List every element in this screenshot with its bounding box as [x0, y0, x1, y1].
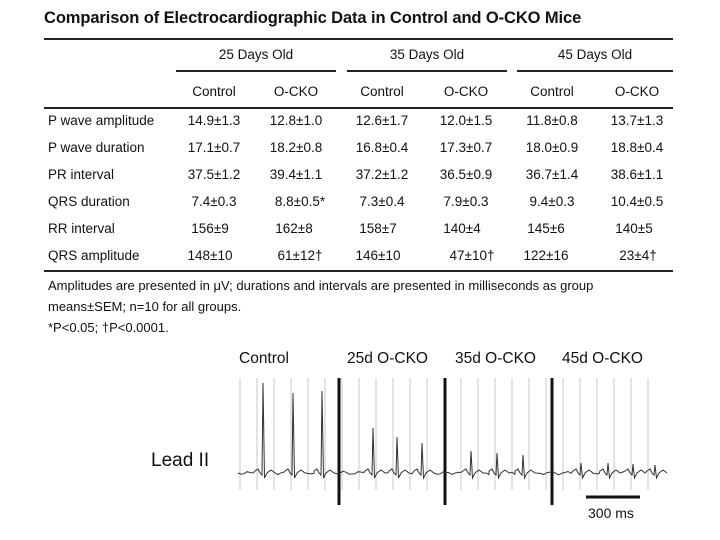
- table-cell: 146±10: [355, 248, 401, 263]
- table-cell: 14.9±1.3: [187, 113, 241, 128]
- scale-bar-label: 300 ms: [588, 505, 634, 521]
- table-cell: 18.0±0.9: [525, 140, 579, 155]
- table-cell: 61±12†: [277, 248, 323, 263]
- ecg-label-45d-ocko: 45d O-CKO: [562, 350, 643, 367]
- subheader-control-45: Control: [530, 84, 574, 99]
- footnote-line-2: means±SEM; n=10 for all groups.: [48, 299, 242, 314]
- table-cell: 156±9: [191, 221, 229, 236]
- table-cell: 8.8±0.5*: [274, 194, 326, 209]
- table-cell: 122±16: [523, 248, 569, 263]
- header-bottom-rule: [44, 107, 673, 109]
- table-cell: 38.6±1.1: [610, 167, 664, 182]
- ecg-label-control: Control: [239, 350, 289, 367]
- table-cell: 13.7±1.3: [610, 113, 664, 128]
- subheader-ocko-35: O-CKO: [443, 84, 489, 99]
- table-cell: 23±4†: [619, 248, 657, 263]
- table-cell: 140±4: [443, 221, 481, 236]
- subheader-ocko-25: O-CKO: [273, 84, 319, 99]
- lead-ii-label: Lead II: [151, 450, 210, 471]
- group-header-45-days: 45 Days Old: [557, 47, 633, 62]
- subheader-control-25: Control: [192, 84, 236, 99]
- subheader-control-35: Control: [360, 84, 404, 99]
- row-label-p-wave-amplitude: P wave amplitude: [48, 113, 155, 128]
- table-cell: 148±10: [187, 248, 233, 263]
- group-header-35-days: 35 Days Old: [389, 47, 465, 62]
- ecg-trace: [237, 382, 668, 480]
- table-cell: 17.1±0.7: [187, 140, 241, 155]
- table-bottom-rule: [44, 270, 673, 272]
- table-cell: 18.8±0.4: [610, 140, 664, 155]
- table-title: Comparison of Electrocardiographic Data …: [44, 9, 582, 27]
- row-label-p-wave-duration: P wave duration: [48, 140, 145, 155]
- footnote-line-3: *P<0.05; †P<0.0001.: [48, 320, 169, 335]
- group-rule-35: [347, 70, 507, 72]
- table-cell: 162±8: [275, 221, 313, 236]
- group-header-25-days: 25 Days Old: [218, 47, 294, 62]
- table-cell: 145±6: [527, 221, 565, 236]
- group-rule-25: [176, 70, 336, 72]
- table-cell: 140±5: [615, 221, 653, 236]
- table-cell: 10.4±0.5: [610, 194, 664, 209]
- row-label-pr-interval: PR interval: [48, 167, 115, 182]
- table-cell: 16.8±0.4: [355, 140, 409, 155]
- table-cell: 9.4±0.3: [529, 194, 575, 209]
- table-cell: 7.9±0.3: [443, 194, 489, 209]
- table-cell: 11.8±0.8: [526, 113, 578, 128]
- table-cell: 12.0±1.5: [439, 113, 493, 128]
- table-cell: 12.6±1.7: [355, 113, 409, 128]
- row-label-rr-interval: RR interval: [48, 221, 115, 236]
- row-label-qrs-duration: QRS duration: [48, 194, 130, 209]
- table-cell: 36.7±1.4: [525, 167, 579, 182]
- table-cell: 12.8±1.0: [269, 113, 323, 128]
- table-cell: 17.3±0.7: [439, 140, 493, 155]
- table-cell: 158±7: [359, 221, 397, 236]
- table-cell: 47±10†: [449, 248, 495, 263]
- table-cell: 36.5±0.9: [439, 167, 493, 182]
- subheader-ocko-45: O-CKO: [614, 84, 660, 99]
- ecg-panel-dividers: [337, 378, 554, 505]
- group-rule-45: [517, 70, 673, 72]
- table-cell: 37.2±1.2: [355, 167, 409, 182]
- ecg-gridlines: [239, 378, 649, 490]
- ecg-label-25d-ocko: 25d O-CKO: [347, 350, 428, 367]
- table-cell: 7.3±0.4: [359, 194, 405, 209]
- table-cell: 39.4±1.1: [269, 167, 323, 182]
- table-cell: 18.2±0.8: [269, 140, 323, 155]
- table-cell: 7.4±0.3: [191, 194, 237, 209]
- ecg-label-35d-ocko: 35d O-CKO: [455, 350, 536, 367]
- row-label-qrs-amplitude: QRS amplitude: [48, 248, 140, 263]
- table-cell: 37.5±1.2: [187, 167, 241, 182]
- footnote-line-1: Amplitudes are presented in μV; duration…: [48, 278, 594, 293]
- table-top-rule: [44, 38, 673, 40]
